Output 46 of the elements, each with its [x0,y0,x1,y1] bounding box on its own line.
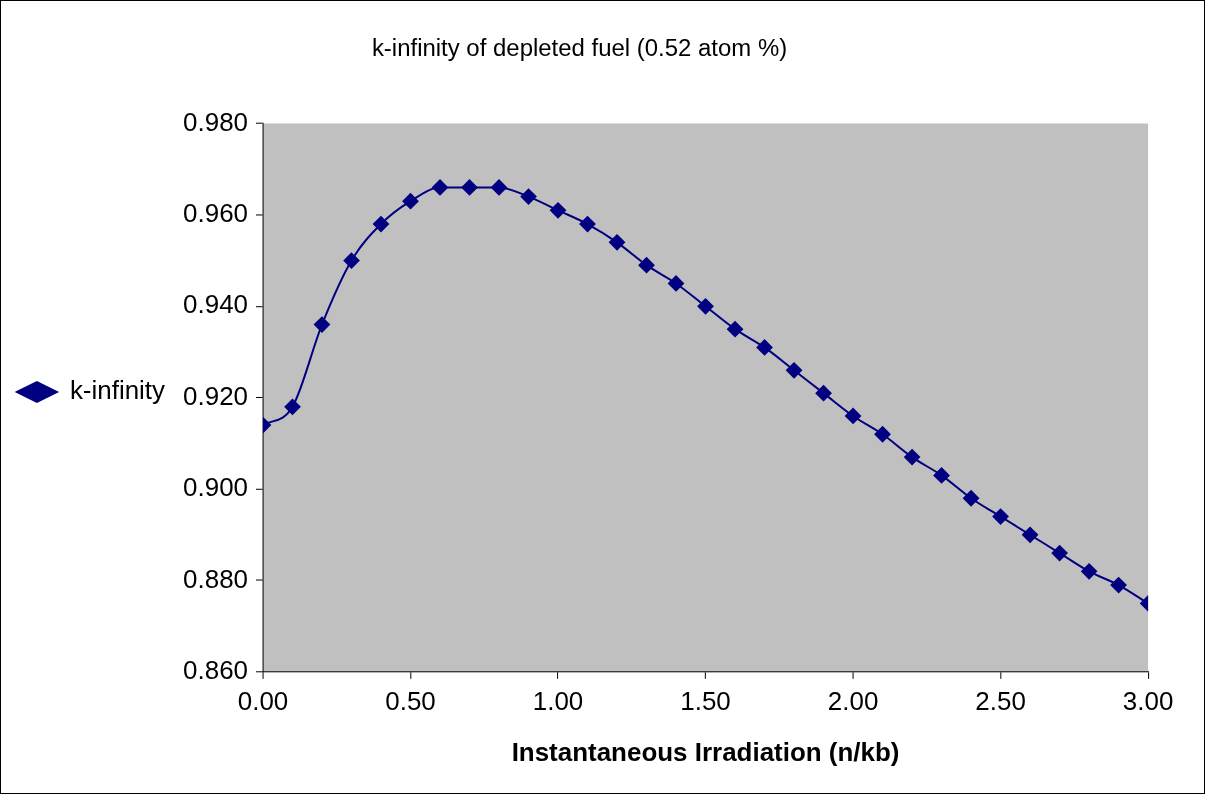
y-tick-label: 0.860 [183,656,249,685]
point [638,257,655,274]
point [461,179,478,196]
point [963,490,980,507]
point [1110,577,1127,594]
point [579,216,596,233]
x-tick-label: 2.00 [827,686,879,715]
point [933,467,950,484]
point [343,252,360,269]
x-tick-label: 3.00 [1122,686,1174,715]
point [314,316,330,333]
x-axis-title: Instantaneous Irradiation (n/kb) [511,737,900,766]
x-tick-label: 2.50 [975,686,1026,715]
legend-label: k-infinity [69,376,166,405]
point [550,202,567,219]
y-tick-label: 0.960 [183,199,249,228]
point [992,508,1009,525]
point [1051,545,1068,562]
point [874,426,891,443]
y-tick-label: 0.920 [183,381,249,410]
point [815,385,832,402]
point [284,398,301,415]
point [432,179,448,196]
x-tick-label: 0.50 [385,686,436,715]
x-tick-label: 1.50 [680,686,731,715]
x-tick-label: 1.00 [532,686,584,715]
point [756,339,773,356]
point [697,298,714,315]
y-tick-label: 0.900 [183,473,249,502]
point [402,193,419,210]
point [1081,563,1098,580]
y-tick-label: 0.880 [183,564,249,593]
point [668,275,685,292]
point [373,216,389,233]
point [786,362,803,379]
point [491,179,507,196]
point [609,234,626,251]
x-tick-label: 0.00 [237,686,289,715]
y-tick-label: 0.980 [183,107,249,136]
point [727,321,744,338]
point [904,449,921,466]
point [1022,526,1039,543]
point [845,408,862,424]
y-tick-label: 0.940 [183,290,249,319]
chart-title: k-infinity of depleted fuel (0.52 atom %) [371,33,788,61]
point [520,188,537,205]
